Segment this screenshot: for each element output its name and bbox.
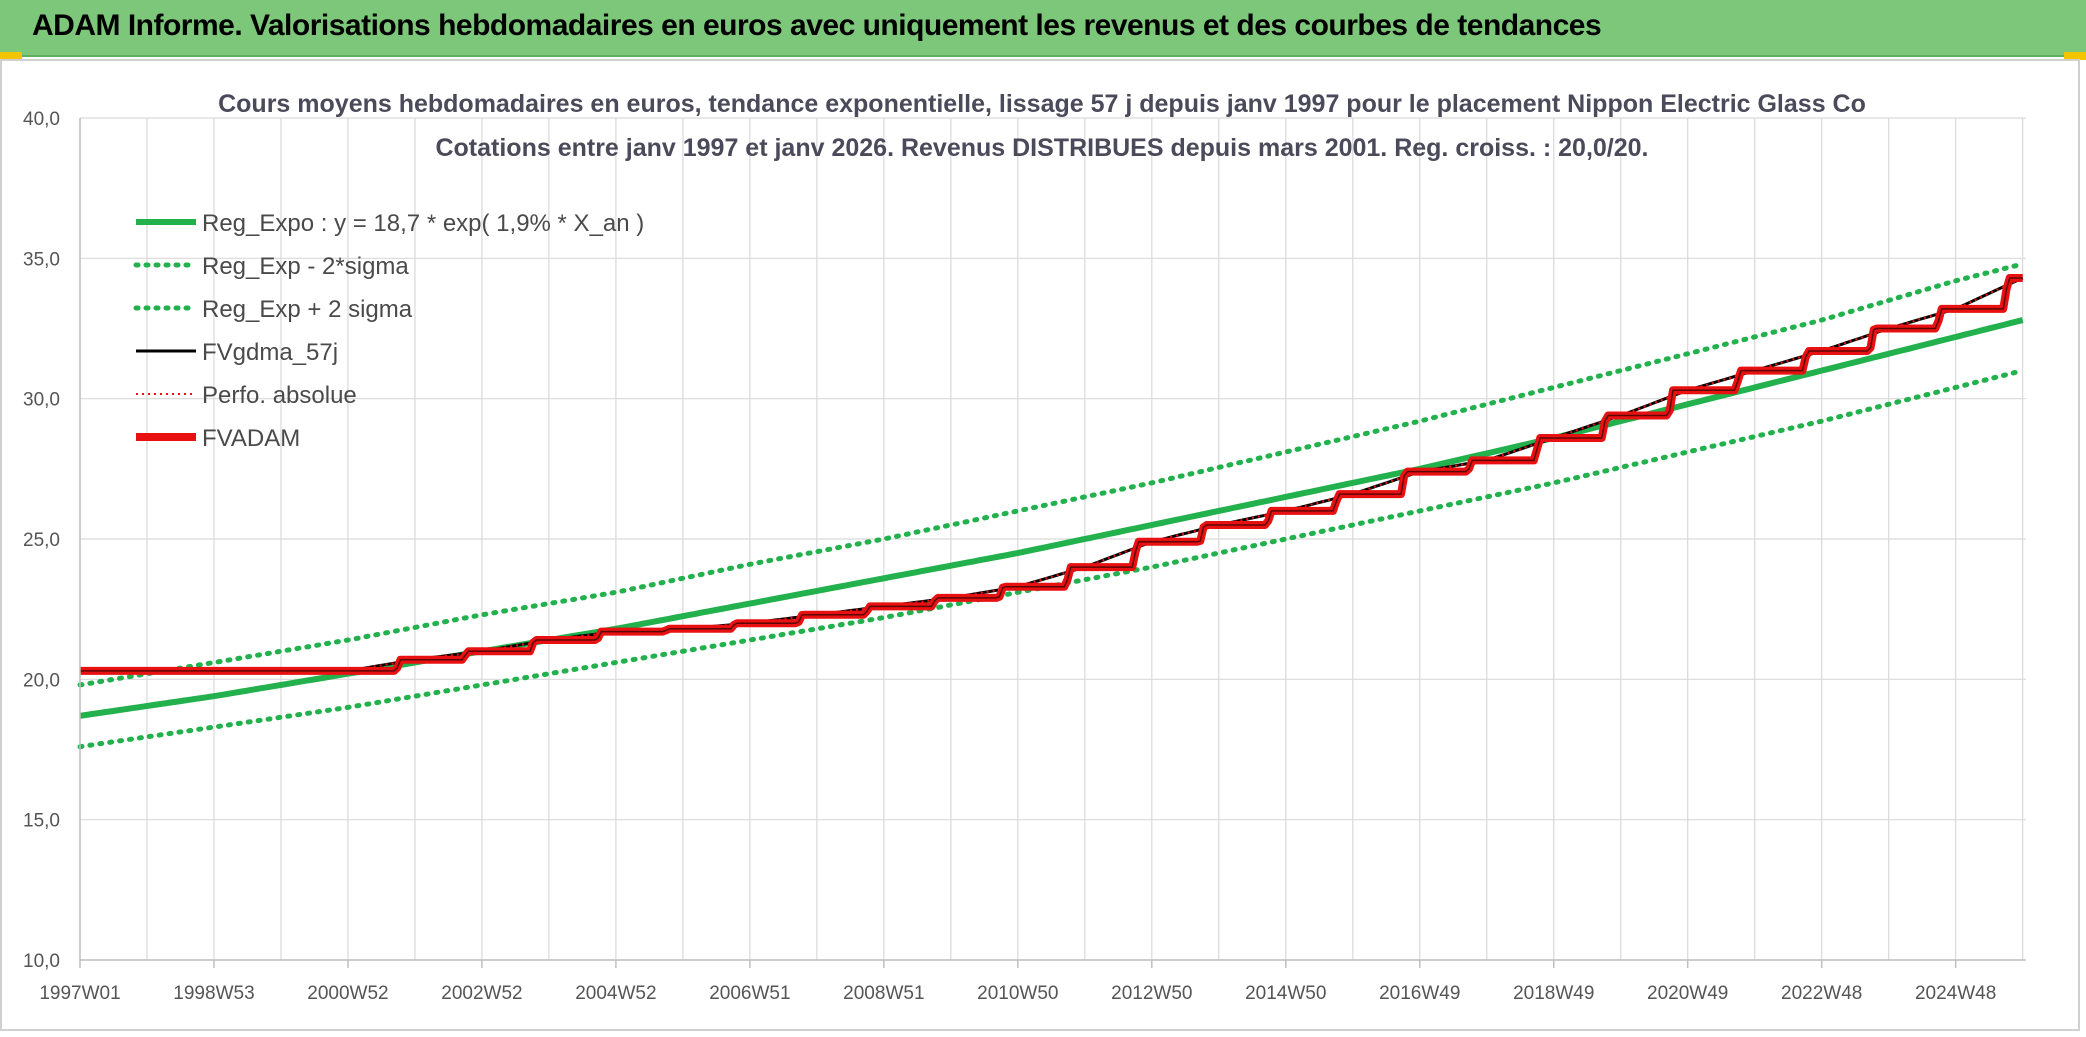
corner-marker-left [0, 52, 22, 60]
legend-label: Reg_Expo : y = 18,7 * exp( 1,9% * X_an ) [202, 210, 644, 237]
y-tick-label: 35,0 [23, 249, 60, 270]
series-line-perfo-absolue [80, 277, 2024, 672]
series-line-reg-expo-y-18-7-exp-1-9-x-an [79, 317, 2024, 719]
chart-series [77, 261, 2026, 750]
legend-label: Reg_Exp + 2 sigma [202, 296, 413, 323]
chart-title: Cours moyens hebdomadaires en euros, ten… [218, 90, 1866, 118]
legend-label: Reg_Exp - 2*sigma [202, 253, 409, 280]
x-tick-label: 2024W48 [1915, 983, 1996, 1004]
x-tick-label: 2002W52 [441, 983, 522, 1004]
x-tick-label: 2022W48 [1781, 983, 1862, 1004]
x-tick-label: 2004W52 [575, 983, 656, 1004]
x-tick-label: 1998W53 [173, 983, 254, 1004]
chart-axes: 10,0 15,0 20,0 25,0 30,0 35,0 40,0 1997W01 1998W… [23, 109, 2026, 1004]
y-tick-label: 30,0 [23, 390, 60, 411]
series-line-fvgdma-overlay [80, 277, 2023, 672]
report-title-bar: ADAM Informe. Valorisations hebdomadaire… [0, 0, 2086, 57]
x-tick-label: 2016W49 [1379, 983, 1460, 1004]
legend-label: Perfo. absolue [202, 382, 357, 409]
chart-legend: Reg_Expo : y = 18,7 * exp( 1,9% * X_an )… [133, 210, 644, 452]
x-tick-label: 2020W49 [1647, 983, 1728, 1004]
y-tick-label: 10,0 [23, 951, 60, 972]
x-tick-label: 1997W01 [39, 983, 120, 1004]
x-tick-label: 2014W50 [1245, 983, 1326, 1004]
y-tick-label: 25,0 [23, 530, 60, 551]
chart-frame [0, 59, 2080, 1031]
series-line-fvgdma-57j [80, 276, 2024, 673]
y-tick-label: 15,0 [23, 811, 60, 832]
corner-marker-right [2064, 52, 2086, 60]
y-tick-label: 20,0 [23, 670, 60, 691]
x-tick-label: 2006W51 [709, 983, 790, 1004]
series-line-reg-exp-2-sigma [77, 261, 2026, 688]
chart-grid [79, 117, 2026, 961]
chart-subtitle: Cotations entre janv 1997 et janv 2026. … [435, 134, 1648, 162]
legend-label: FVADAM [202, 425, 300, 452]
legend-label: FVgdma_57j [202, 339, 338, 366]
x-tick-label: 2012W50 [1111, 983, 1192, 1004]
series-line-reg-exp-2-sigma [77, 368, 2026, 750]
y-tick-label: 40,0 [23, 109, 60, 130]
report-title: ADAM Informe. Valorisations hebdomadaire… [32, 9, 1602, 42]
x-tick-label: 2000W52 [307, 983, 388, 1004]
x-tick-label: 2008W51 [843, 983, 924, 1004]
series-line-fvadam [79, 274, 2024, 675]
x-tick-label: 2018W49 [1513, 983, 1594, 1004]
x-tick-label: 2010W50 [977, 983, 1058, 1004]
